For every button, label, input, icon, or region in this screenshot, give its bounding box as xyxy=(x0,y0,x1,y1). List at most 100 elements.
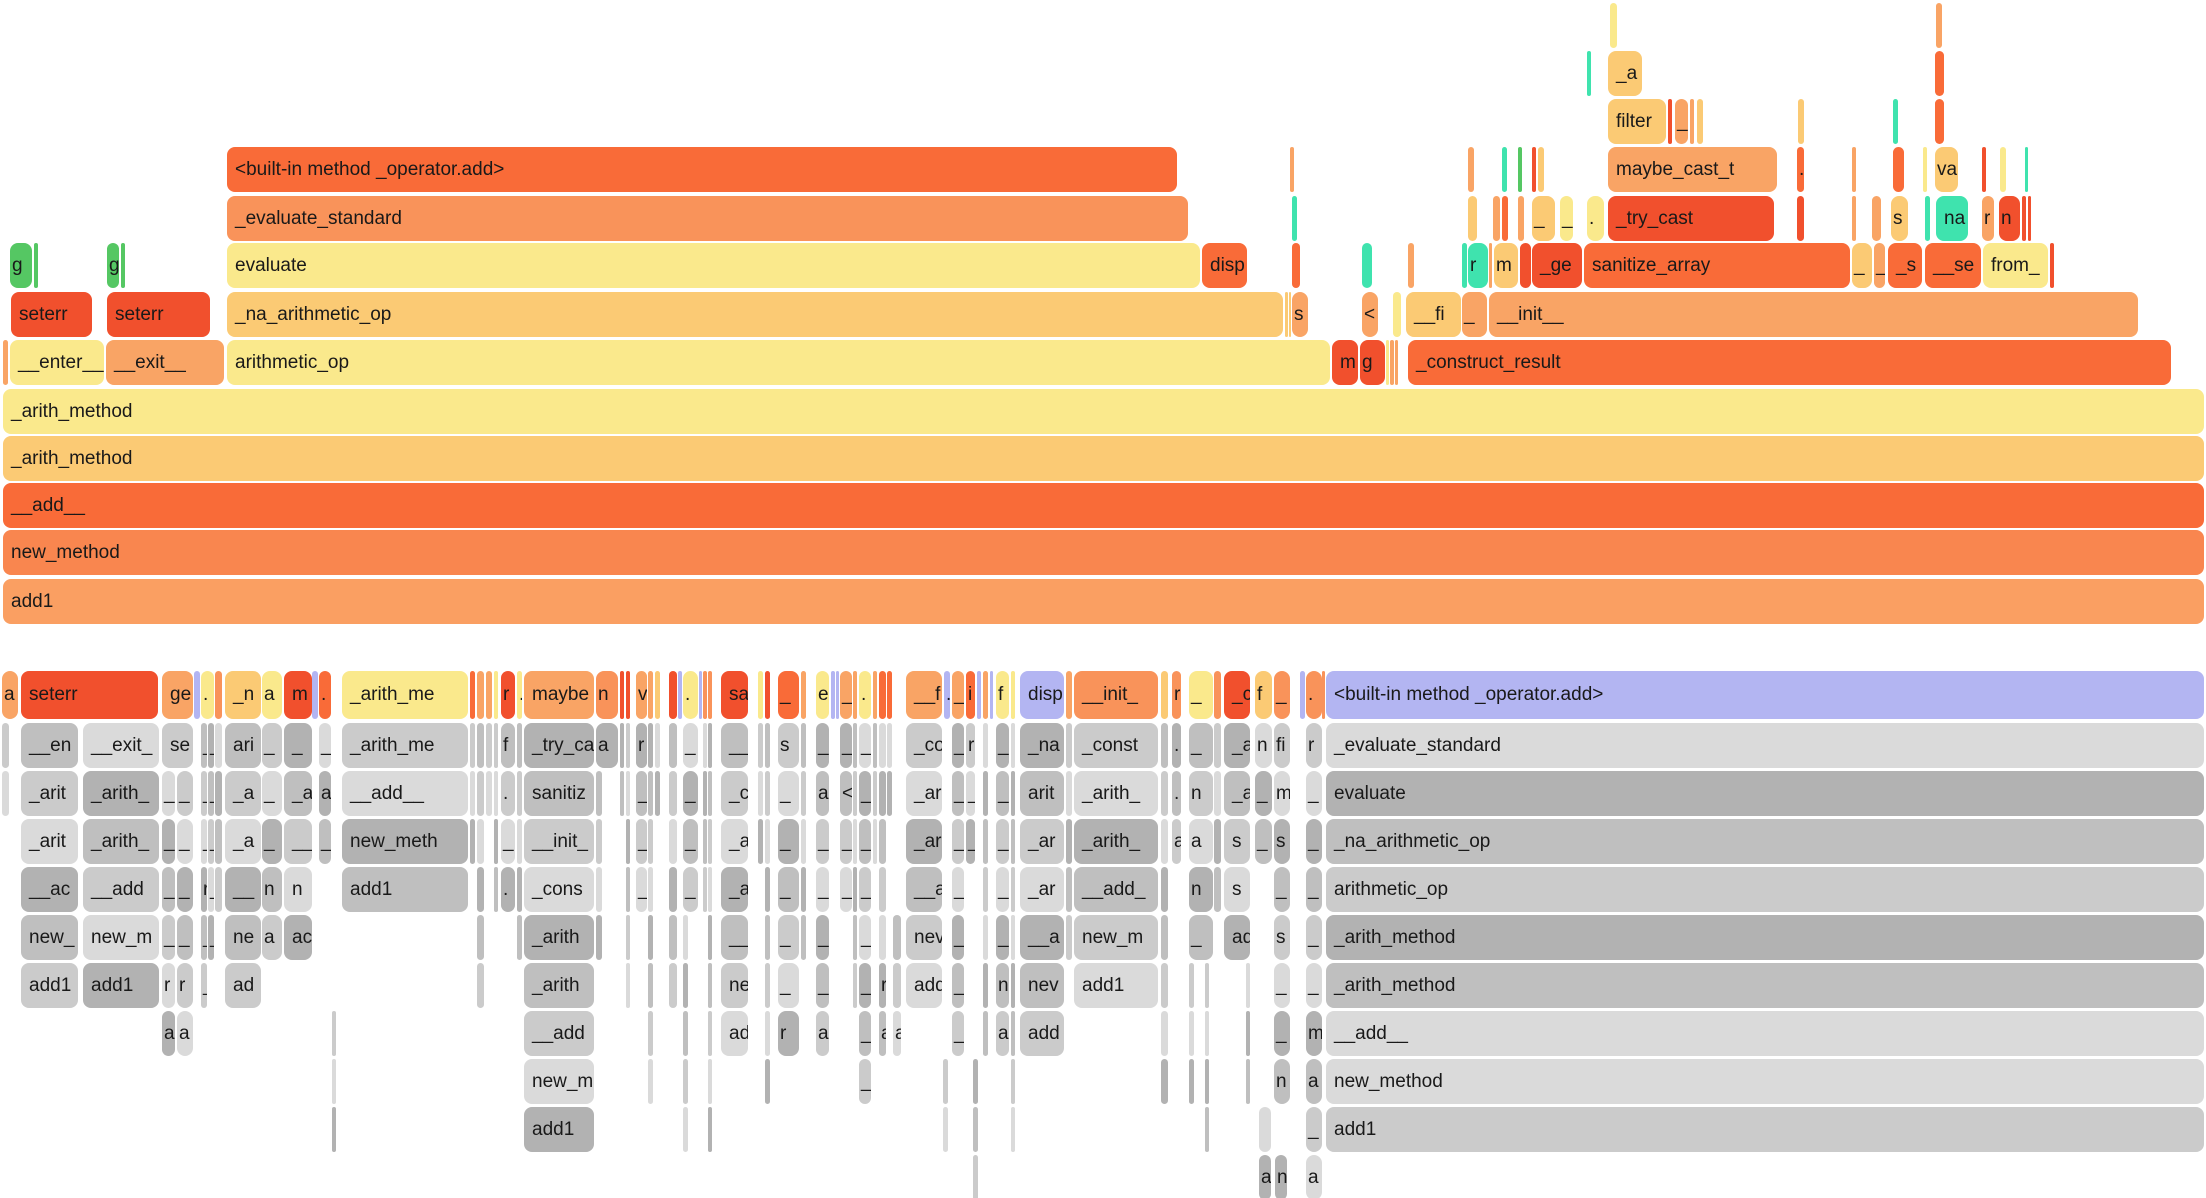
root-frame-_[interactable]: _ xyxy=(1274,671,1290,719)
caller-frame-sliver[interactable] xyxy=(1161,867,1168,912)
frame-sliver[interactable] xyxy=(1925,196,1930,241)
caller-frame-sliver[interactable] xyxy=(626,723,630,768)
caller-frame-_[interactable]: _ xyxy=(177,771,193,816)
caller-frame-sliver[interactable] xyxy=(596,915,602,960)
frame-[interactable]: < xyxy=(1362,292,1378,337)
caller-frame-s[interactable]: s xyxy=(1274,819,1290,864)
frame-disp[interactable]: disp xyxy=(1202,243,1247,288)
caller-frame-a[interactable]: a xyxy=(879,1011,886,1056)
root-frame-[interactable]: . xyxy=(944,671,950,719)
caller-frame-_arith_[interactable]: _arith_ xyxy=(1074,819,1158,864)
caller-frame-_ar[interactable]: _ar xyxy=(906,819,942,864)
caller-frame-sliver[interactable] xyxy=(801,771,806,816)
caller-frame-_[interactable]: _ xyxy=(1306,819,1322,864)
caller-frame-_co[interactable]: _co xyxy=(906,723,942,768)
caller-frame-_[interactable]: _ xyxy=(778,963,799,1008)
caller-frame-m[interactable]: m xyxy=(1306,1011,1322,1056)
caller-frame-sliver[interactable] xyxy=(215,867,222,912)
frame-_[interactable]: _ xyxy=(1852,243,1872,288)
caller-frame-_[interactable]: _ xyxy=(208,819,214,864)
frame-sliver[interactable] xyxy=(1489,243,1492,288)
root-frame-_arith_me[interactable]: _arith_me xyxy=(342,671,468,719)
caller-frame-sliver[interactable] xyxy=(648,1059,653,1104)
caller-frame-_[interactable]: _ xyxy=(201,771,207,816)
caller-frame-sliver[interactable] xyxy=(620,771,624,816)
caller-frame-sliver[interactable] xyxy=(853,771,857,816)
caller-frame-_[interactable]: _ xyxy=(1306,771,1322,816)
root-frame-sliver[interactable] xyxy=(486,671,492,719)
caller-frame-sliver[interactable] xyxy=(1066,819,1072,864)
caller-frame-sliver[interactable] xyxy=(517,915,522,960)
caller-frame-sliver[interactable] xyxy=(517,771,522,816)
caller-frame-_[interactable]: _ xyxy=(952,867,964,912)
caller-frame-sliver[interactable] xyxy=(973,1059,978,1104)
root-frame-sliver[interactable] xyxy=(215,671,222,719)
caller-frame-_[interactable]: _ xyxy=(1274,1011,1290,1056)
caller-frame-sliver[interactable] xyxy=(983,963,988,1008)
caller-frame-sliver[interactable] xyxy=(332,1107,336,1152)
frame-arithmetic_op[interactable]: arithmetic_op xyxy=(227,340,1330,385)
caller-frame-__add__[interactable]: __add__ xyxy=(342,771,468,816)
caller-frame-sliver[interactable] xyxy=(648,915,653,960)
caller-frame-sliver[interactable] xyxy=(1161,915,1168,960)
frame-_s[interactable]: _s xyxy=(1888,243,1922,288)
frame-sliver[interactable] xyxy=(1462,243,1467,288)
frame-_ge[interactable]: _ge xyxy=(1532,243,1582,288)
caller-frame-add1[interactable]: add1 xyxy=(21,963,78,1008)
root-frame-seterr[interactable]: seterr xyxy=(21,671,158,719)
caller-frame-a[interactable]: a xyxy=(1259,1155,1271,1198)
caller-frame-_arit[interactable]: _arit xyxy=(21,771,78,816)
caller-frame-sliver[interactable] xyxy=(765,723,770,768)
frame-sliver[interactable] xyxy=(1923,147,1927,192)
frame-sliver[interactable] xyxy=(1493,196,1500,241)
caller-frame-sliver[interactable] xyxy=(708,963,712,1008)
caller-frame-sliver[interactable] xyxy=(683,1107,688,1152)
caller-frame-ne[interactable]: ne xyxy=(721,963,748,1008)
caller-frame-sliver[interactable] xyxy=(1161,723,1168,768)
caller-frame-_[interactable]: _ xyxy=(859,1059,871,1104)
caller-frame-_a[interactable]: _a xyxy=(721,867,748,912)
caller-frame-f[interactable]: f xyxy=(501,723,515,768)
caller-frame-_[interactable]: _ xyxy=(952,963,964,1008)
caller-frame-_[interactable]: _ xyxy=(683,819,698,864)
caller-frame-sliver[interactable] xyxy=(758,771,763,816)
frame-_[interactable]: _ xyxy=(1462,292,1487,337)
caller-frame-sliver[interactable] xyxy=(893,963,901,1008)
frame-sliver[interactable] xyxy=(2000,147,2006,192)
root-frame-[interactable]: . xyxy=(683,671,698,719)
caller-frame-sliver[interactable] xyxy=(683,915,688,960)
caller-frame-sliver[interactable] xyxy=(517,867,522,912)
caller-frame-_a[interactable]: _a xyxy=(1224,723,1250,768)
caller-frame-_[interactable]: _ xyxy=(996,723,1009,768)
caller-frame-_[interactable]: _ xyxy=(201,723,207,768)
caller-frame-__add[interactable]: __add xyxy=(83,867,159,912)
caller-frame-sliver[interactable] xyxy=(983,771,988,816)
caller-frame-sliver[interactable] xyxy=(801,867,806,912)
caller-frame-sliver[interactable] xyxy=(873,771,877,816)
root-frame-__f[interactable]: __f xyxy=(906,671,942,719)
caller-frame-a[interactable]: a xyxy=(996,1011,1009,1056)
frame-r[interactable]: r xyxy=(1468,243,1488,288)
caller-frame-_na[interactable]: _na xyxy=(1020,723,1064,768)
caller-frame-_[interactable]: _ xyxy=(1306,867,1322,912)
frame-g[interactable]: g xyxy=(1360,340,1385,385)
root-frame-sliver[interactable] xyxy=(1161,671,1168,719)
frame-sliver[interactable] xyxy=(1362,243,1372,288)
root-frame-sa[interactable]: sa xyxy=(721,671,748,719)
caller-frame-_arith[interactable]: _arith xyxy=(524,915,594,960)
caller-frame-sliver[interactable] xyxy=(669,915,677,960)
root-frame-sliver[interactable] xyxy=(983,671,988,719)
caller-frame-sliver[interactable] xyxy=(477,963,484,1008)
caller-frame-sliver[interactable] xyxy=(626,819,630,864)
frame-_[interactable]: _ xyxy=(1560,196,1573,241)
root-frame-sliver[interactable] xyxy=(699,671,702,719)
root-frame-sliver[interactable] xyxy=(853,671,857,719)
caller-frame-_arit[interactable]: _arit xyxy=(21,819,78,864)
caller-frame-sliver[interactable] xyxy=(470,723,475,768)
caller-frame-sliver[interactable] xyxy=(470,771,475,816)
root-frame-sliver[interactable] xyxy=(758,671,763,719)
caller-frame-evaluate[interactable]: evaluate xyxy=(1326,771,2204,816)
caller-frame-_[interactable]: _ xyxy=(1189,915,1213,960)
caller-frame-sliver[interactable] xyxy=(1011,1011,1015,1056)
caller-frame-sliver[interactable] xyxy=(1011,867,1015,912)
